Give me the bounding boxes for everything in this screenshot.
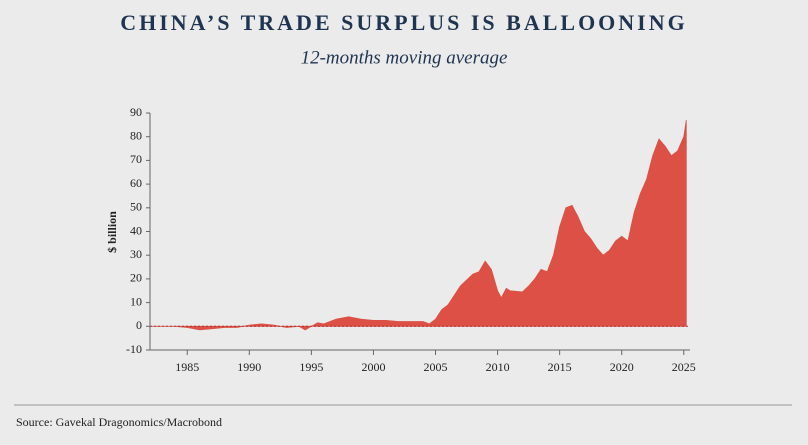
y-tick-label: 70: [130, 152, 142, 166]
x-tick-label: 1995: [299, 360, 323, 374]
chart-title: CHINA’S TRADE SURPLUS IS BALLOONING: [120, 10, 688, 35]
area: [150, 120, 687, 331]
x-tick-label: 1990: [237, 360, 261, 374]
y-tick-label: 60: [130, 176, 142, 190]
y-tick-label: 20: [130, 271, 142, 285]
y-tick-label: 50: [130, 200, 142, 214]
y-axis-label: $ billion: [105, 211, 119, 253]
y-tick-label: 10: [130, 294, 142, 308]
y-tick-label: 0: [136, 318, 142, 332]
x-tick-label: 2020: [610, 360, 634, 374]
x-tick-label: 2000: [361, 360, 385, 374]
source: Source: Gavekal Dragonomics/Macrobond: [16, 415, 222, 429]
x-tick-label: 2010: [486, 360, 510, 374]
x-tick-label: 2025: [672, 360, 696, 374]
x-tick-label: 2005: [424, 360, 448, 374]
x-tick-label: 2015: [548, 360, 572, 374]
y-tick-label: 90: [130, 105, 142, 119]
x-tick-label: 1985: [175, 360, 199, 374]
y-tick-label: 80: [130, 128, 142, 142]
y-tick-label: 30: [130, 247, 142, 261]
y-tick-label: -10: [126, 342, 142, 356]
y-tick-label: 40: [130, 223, 142, 237]
chart-subtitle: 12-months moving average: [301, 47, 508, 68]
